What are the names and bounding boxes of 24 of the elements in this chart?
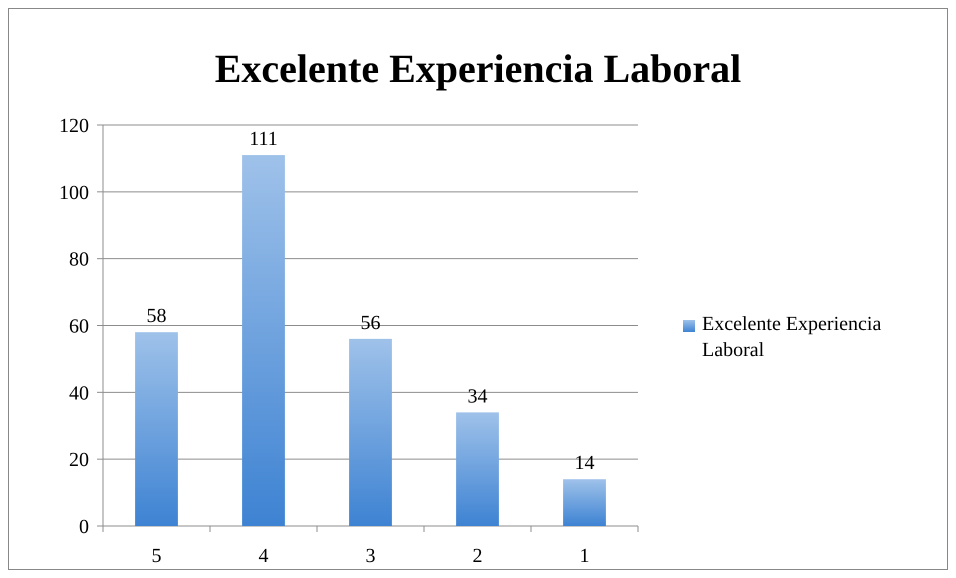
y-tick-label: 100 [59,182,89,204]
bar [242,155,285,526]
data-label: 111 [249,128,278,150]
bar [135,332,178,526]
bar [563,479,606,526]
data-label: 56 [360,312,380,334]
x-tick-label: 1 [580,545,590,567]
y-tick-label: 0 [79,516,89,538]
x-tick-label: 2 [472,545,482,567]
bar [456,412,499,526]
chart-title: Excelente Experiencia Laboral [214,46,742,91]
data-label: 34 [468,385,488,408]
y-tick-label: 120 [59,115,89,137]
y-tick-label: 80 [69,248,89,271]
data-label: 14 [574,452,594,474]
y-tick-label: 60 [69,316,89,338]
y-tick-label: 20 [69,449,89,472]
x-tick-label: 4 [258,545,268,567]
x-tick-label: 5 [152,545,162,567]
y-tick-label: 40 [69,382,89,404]
x-tick-label: 3 [366,545,376,567]
bar [349,338,392,526]
legend-label: Excelente Experiencia Laboral [702,313,882,361]
data-label: 58 [146,305,166,328]
